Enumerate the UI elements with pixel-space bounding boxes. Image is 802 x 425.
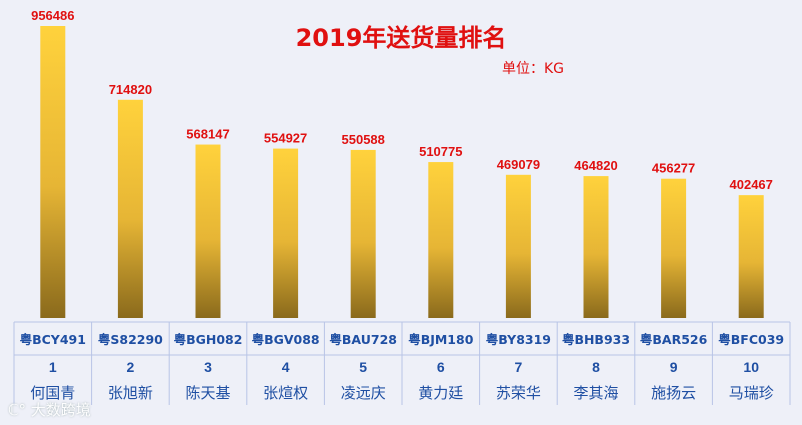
rank-label: 7 [515, 359, 523, 375]
category-label: 粤BCY491 [20, 332, 86, 347]
name-label: 施扬云 [651, 384, 696, 402]
unit-label: 单位：KG [502, 61, 565, 77]
bar [195, 144, 221, 318]
category-label: 粤BAU728 [329, 332, 397, 347]
rank-label: 6 [437, 359, 445, 375]
name-label: 凌远庆 [341, 384, 386, 402]
bar [583, 176, 609, 318]
value-label: 469079 [497, 157, 540, 172]
bar [350, 149, 376, 318]
name-label: 黄力廷 [418, 384, 463, 402]
watermark: ℂ° 大数跨境 [8, 399, 91, 420]
category-label: 粤BJM180 [408, 332, 474, 347]
category-label: 粤BFC039 [718, 332, 784, 347]
watermark-text: 大数跨境 [30, 401, 91, 419]
rank-label: 1 [49, 359, 57, 375]
chart-title: 2019年送货量排名 [295, 24, 507, 52]
rank-label: 10 [743, 359, 759, 375]
bar [273, 148, 299, 318]
rank-label: 3 [204, 359, 212, 375]
value-label: 456277 [652, 161, 695, 176]
bar [505, 174, 531, 318]
name-label: 陈天基 [185, 384, 230, 402]
category-label: 粤BAR526 [640, 332, 708, 347]
rank-label: 8 [592, 359, 600, 375]
name-label: 苏荣华 [496, 384, 541, 402]
category-label: 粤BGV088 [252, 332, 320, 347]
name-label: 何国青 [30, 384, 75, 402]
name-label: 张煊权 [263, 384, 308, 402]
bar [428, 162, 454, 318]
value-label: 554927 [264, 131, 307, 146]
rank-label: 5 [359, 359, 367, 375]
category-label: 粤S82290 [98, 332, 163, 347]
value-label: 402467 [730, 177, 773, 192]
rank-label: 2 [127, 359, 135, 375]
value-label: 956486 [31, 8, 74, 23]
rank-label: 4 [282, 359, 290, 375]
rank-label: 9 [670, 359, 678, 375]
category-label: 粤BHB933 [562, 332, 630, 347]
name-label: 李其海 [573, 384, 618, 402]
value-label: 550588 [342, 132, 385, 147]
bar [661, 178, 687, 318]
bar [738, 195, 764, 318]
category-label: 粤BY8319 [486, 332, 551, 347]
value-label: 568147 [186, 127, 229, 142]
watermark-logo-icon: ℂ° [8, 401, 26, 419]
bar [40, 26, 66, 318]
value-label: 714820 [109, 82, 152, 97]
name-label: 马瑞珍 [729, 384, 774, 402]
name-label: 张旭新 [108, 384, 153, 402]
category-label: 粤BGH082 [174, 332, 243, 347]
value-label: 464820 [574, 158, 617, 173]
bar [117, 99, 143, 318]
value-label: 510775 [419, 144, 462, 159]
